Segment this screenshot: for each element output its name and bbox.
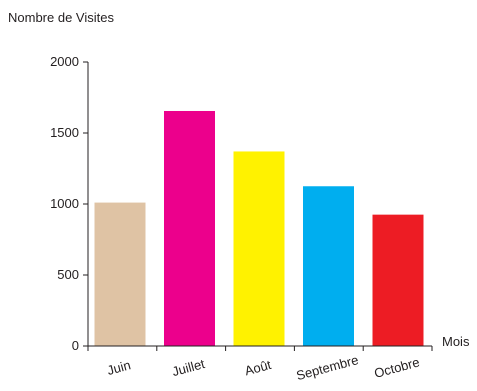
x-axis-label: Mois <box>442 334 470 349</box>
x-tick-label: Juillet <box>170 356 206 379</box>
bar-juin <box>94 202 146 346</box>
x-tick-label: Octobre <box>373 354 422 380</box>
x-tick-labels: Juin Juillet Août Septembre Octobre <box>105 352 421 383</box>
x-ticks <box>87 346 433 351</box>
x-tick-label: Août <box>243 357 273 379</box>
bars <box>94 110 424 347</box>
y-tick-label: 1500 <box>50 125 79 140</box>
bar-aout <box>233 151 285 346</box>
bar-octobre <box>372 214 424 346</box>
y-tick-label: 2000 <box>50 54 79 69</box>
y-tick-label: 500 <box>57 267 79 282</box>
y-tick-label: 0 <box>72 338 79 353</box>
y-tick-label: 1000 <box>50 196 79 211</box>
bar-juillet <box>164 110 215 347</box>
y-axis-label: Nombre de Visites <box>8 10 114 25</box>
bar-septembre <box>303 186 354 346</box>
x-tick-label: Septembre <box>295 352 360 383</box>
x-tick-label: Juin <box>105 357 132 378</box>
y-ticks: 0 500 1000 1500 2000 <box>50 54 88 353</box>
